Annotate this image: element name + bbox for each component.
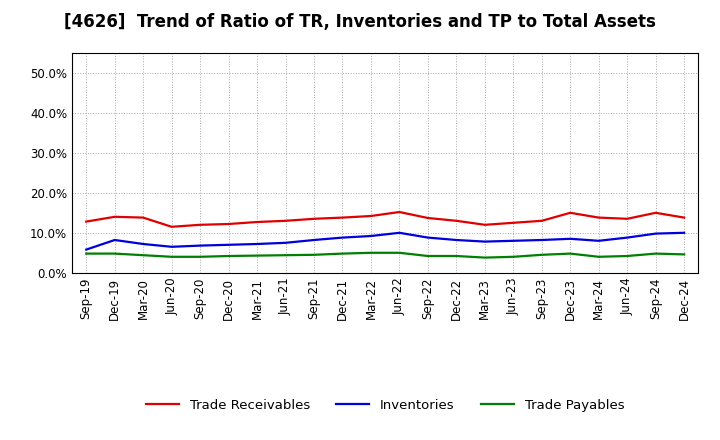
Trade Payables (680, 252, 688, 257)
Trade Payables (110, 251, 119, 256)
Trade Payables (253, 253, 261, 258)
Inventories (338, 235, 347, 240)
Trade Receivables (225, 221, 233, 227)
Trade Receivables (452, 218, 461, 224)
Trade Receivables (82, 219, 91, 224)
Trade Receivables (196, 222, 204, 227)
Trade Receivables (282, 218, 290, 224)
Trade Payables (595, 254, 603, 260)
Trade Payables (423, 253, 432, 259)
Trade Receivables (480, 222, 489, 227)
Trade Receivables (366, 213, 375, 219)
Inventories (480, 239, 489, 244)
Trade Payables (566, 251, 575, 256)
Trade Receivables (652, 210, 660, 216)
Inventories (652, 231, 660, 236)
Trade Receivables (509, 220, 518, 225)
Text: [4626]  Trend of Ratio of TR, Inventories and TP to Total Assets: [4626] Trend of Ratio of TR, Inventories… (64, 13, 656, 31)
Trade Payables (310, 252, 318, 257)
Trade Payables (167, 254, 176, 260)
Inventories (196, 243, 204, 248)
Trade Receivables (253, 220, 261, 225)
Inventories (595, 238, 603, 243)
Inventories (395, 230, 404, 235)
Inventories (82, 247, 91, 252)
Trade Payables (139, 253, 148, 258)
Legend: Trade Receivables, Inventories, Trade Payables: Trade Receivables, Inventories, Trade Pa… (141, 394, 629, 418)
Trade Receivables (110, 214, 119, 220)
Inventories (110, 237, 119, 242)
Trade Payables (282, 253, 290, 258)
Trade Payables (452, 253, 461, 259)
Inventories (423, 235, 432, 240)
Inventories (282, 240, 290, 246)
Trade Payables (196, 254, 204, 260)
Trade Payables (509, 254, 518, 260)
Trade Receivables (338, 215, 347, 220)
Inventories (253, 242, 261, 247)
Inventories (310, 237, 318, 242)
Trade Receivables (139, 215, 148, 220)
Inventories (537, 237, 546, 242)
Trade Payables (366, 250, 375, 256)
Trade Payables (537, 252, 546, 257)
Line: Inventories: Inventories (86, 233, 684, 249)
Trade Receivables (167, 224, 176, 229)
Inventories (680, 230, 688, 235)
Trade Payables (480, 255, 489, 260)
Trade Payables (82, 251, 91, 256)
Inventories (452, 237, 461, 242)
Trade Receivables (680, 215, 688, 220)
Trade Payables (225, 253, 233, 259)
Trade Payables (652, 251, 660, 256)
Trade Payables (338, 251, 347, 256)
Inventories (509, 238, 518, 243)
Trade Receivables (395, 209, 404, 215)
Trade Receivables (423, 215, 432, 220)
Inventories (225, 242, 233, 247)
Line: Trade Payables: Trade Payables (86, 253, 684, 257)
Trade Payables (623, 253, 631, 259)
Inventories (623, 235, 631, 240)
Inventories (566, 236, 575, 242)
Trade Receivables (595, 215, 603, 220)
Trade Receivables (623, 216, 631, 221)
Inventories (167, 244, 176, 249)
Trade Receivables (537, 218, 546, 224)
Inventories (366, 233, 375, 238)
Inventories (139, 242, 148, 247)
Trade Receivables (566, 210, 575, 216)
Line: Trade Receivables: Trade Receivables (86, 212, 684, 227)
Trade Payables (395, 250, 404, 256)
Trade Receivables (310, 216, 318, 221)
